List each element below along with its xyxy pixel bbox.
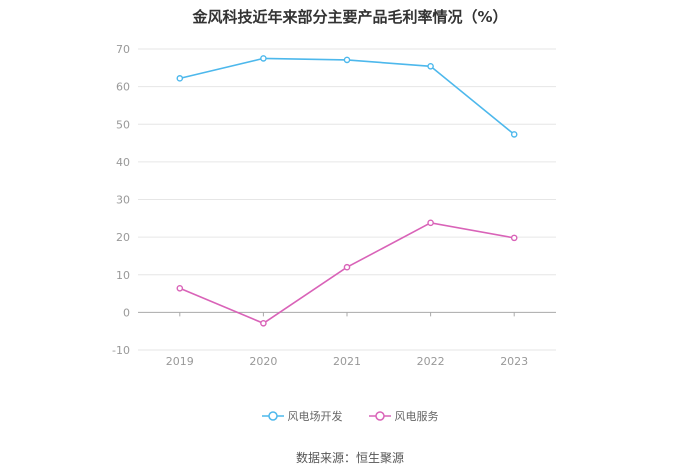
series-line-2 <box>179 221 515 325</box>
y-tick-label: 40 <box>116 156 130 169</box>
x-tick-label: 2022 <box>417 355 445 368</box>
x-tick-label: 2020 <box>249 355 277 368</box>
data-point <box>176 284 184 292</box>
y-tick-label: 20 <box>116 231 130 244</box>
y-tick-label: 50 <box>116 118 130 131</box>
data-source: 数据来源：恒生聚源 <box>295 451 404 465</box>
data-point <box>343 56 351 64</box>
y-tick-label: 10 <box>116 269 130 282</box>
y-tick-label: 70 <box>116 43 130 56</box>
data-point <box>343 263 351 271</box>
chart-title: 金风科技近年来部分主要产品毛利率情况（%） <box>192 8 508 26</box>
data-point <box>427 219 434 227</box>
y-tick-label: 0 <box>123 306 130 319</box>
legend-marker-series-2 <box>368 411 391 421</box>
legend-label-series-2: 风电服务 <box>394 410 439 423</box>
legend-marker-series-1 <box>261 411 284 421</box>
data-point <box>427 63 434 70</box>
x-tick-label: 2023 <box>500 355 528 368</box>
legend-label-series-1: 风电场开发 <box>287 410 343 423</box>
y-tick-label: -10 <box>112 344 130 357</box>
line-chart: -10 0 10 20 30 40 50 60 70 2019 2020 2021 2022 2023 <box>112 43 556 368</box>
data-point <box>176 75 184 82</box>
data-point <box>260 319 267 327</box>
data-point <box>510 131 518 138</box>
legend-item-series-1[interactable]: 风电场开发 <box>261 408 343 424</box>
x-tick-label: 2021 <box>333 355 361 368</box>
data-point <box>260 55 267 62</box>
y-tick-label: 30 <box>116 194 130 207</box>
y-tick-label: 60 <box>116 81 130 94</box>
data-point <box>510 234 518 242</box>
legend: 风电场开发 风电服务 <box>0 408 700 424</box>
series-line-1 <box>179 57 515 136</box>
legend-item-series-2[interactable]: 风电服务 <box>368 408 439 424</box>
x-tick-label: 2019 <box>166 355 194 368</box>
